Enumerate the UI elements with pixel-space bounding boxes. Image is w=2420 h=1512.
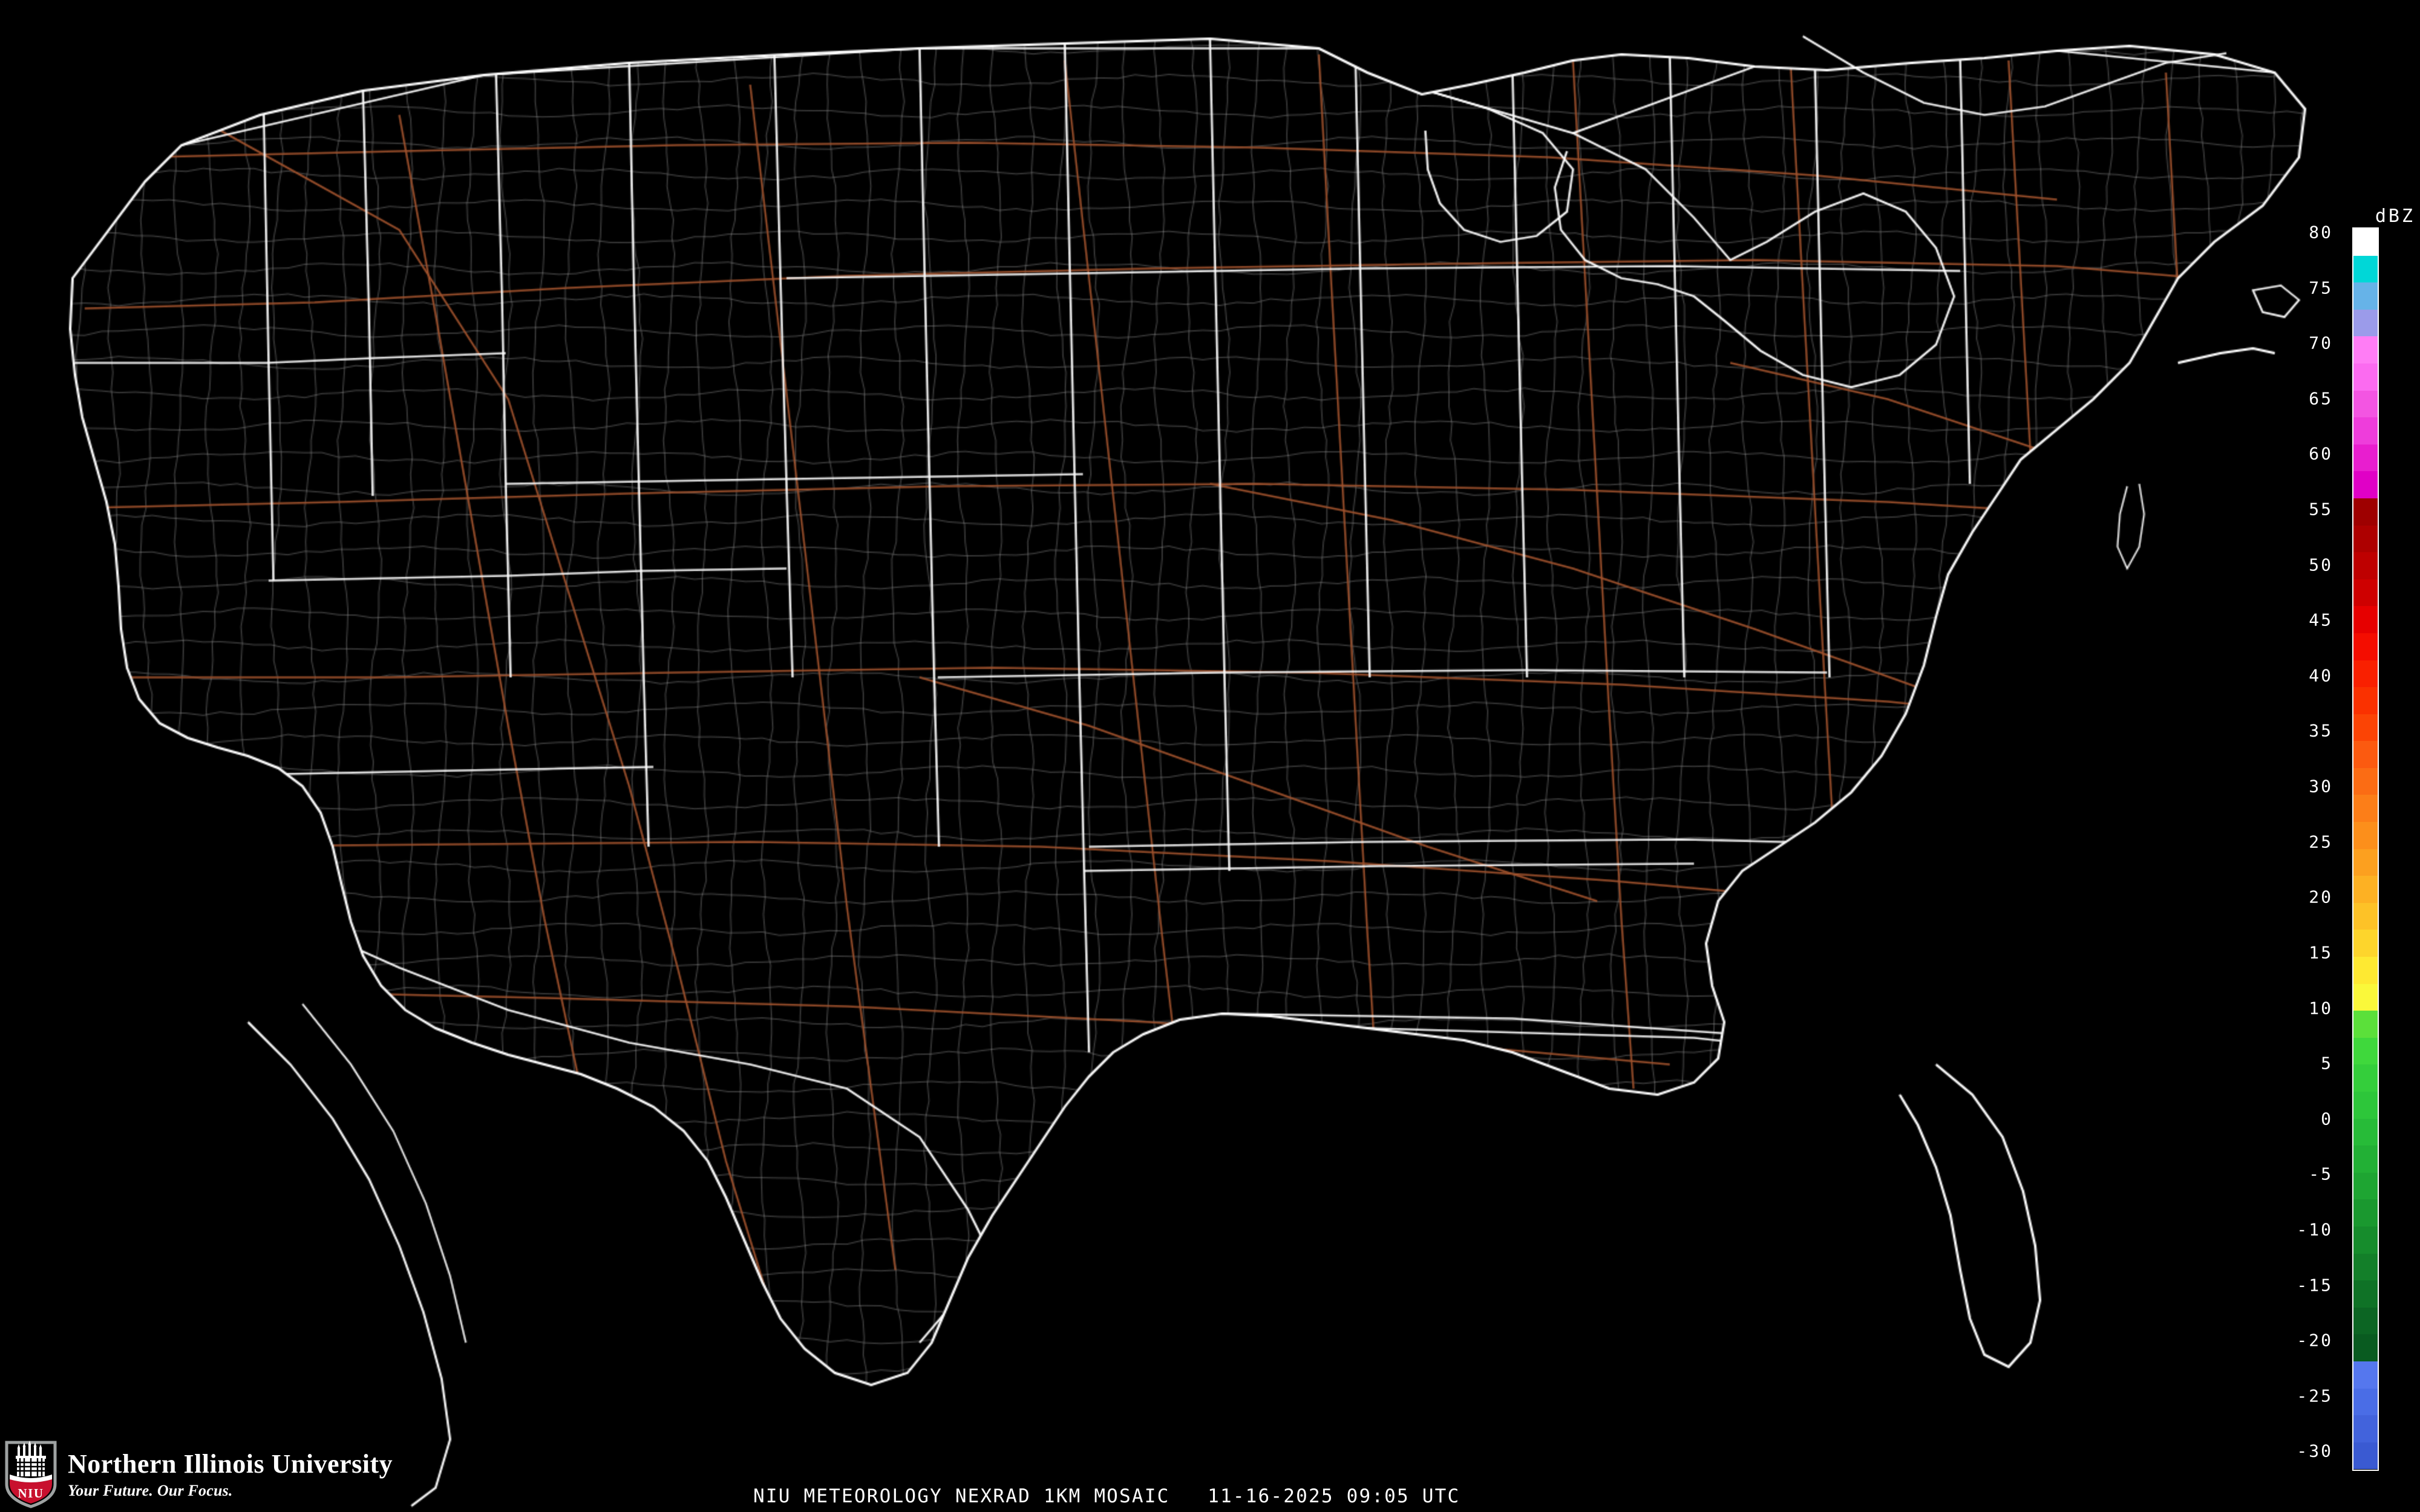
colorbar-band [2353,1011,2378,1038]
colorbar-band [2353,1037,2378,1065]
colorbar-band [2353,1092,2378,1119]
colorbar-tick: -5 [2309,1164,2333,1184]
colorbar-band [2353,767,2378,795]
colorbar-tick: -25 [2297,1386,2333,1406]
colorbar-band [2353,606,2378,633]
colorbar-band [2353,741,2378,768]
colorbar-band [2353,255,2378,283]
colorbar-band [2353,795,2378,823]
colorbar-band [2353,1172,2378,1200]
colorbar-band [2353,714,2378,741]
colorbar-tick: 25 [2309,832,2333,852]
colorbar-tick: 75 [2309,278,2333,298]
colorbar-tick: -20 [2297,1330,2333,1351]
colorbar-band [2353,282,2378,310]
colorbar-band [2353,363,2378,391]
colorbar-tick: 80 [2309,222,2333,243]
colorbar-band [2353,849,2378,876]
colorbar-tick: 5 [2321,1053,2333,1074]
colorbar-band [2353,1253,2378,1281]
colorbar-band [2353,902,2378,930]
colorbar-tick: 30 [2309,776,2333,797]
colorbar-tick: 45 [2309,610,2333,630]
colorbar-band [2353,687,2378,714]
colorbar-panel: dBZ 80 75 70 65 60 55 50 45 40 35 30 25 20 15 10 5 0 -5 -1… [2297,0,2420,1512]
colorbar-band [2353,983,2378,1011]
colorbar-tick: 20 [2309,887,2333,907]
colorbar-tick: 70 [2309,333,2333,353]
radar-map[interactable] [0,0,2335,1512]
colorbar-tick: -30 [2297,1441,2333,1461]
colorbar-tick: 35 [2309,720,2333,741]
colorbar-band [2353,1280,2378,1308]
colorbar-band [2353,822,2378,849]
colorbar-band [2353,1118,2378,1146]
colorbar-band [2353,390,2378,418]
colorbar-tick: -15 [2297,1275,2333,1295]
colorbar-tick: 50 [2309,555,2333,575]
colorbar-band [2353,1415,2378,1442]
colorbar-band [2353,1307,2378,1335]
colorbar-tick: 65 [2309,388,2333,409]
colorbar-band [2353,579,2378,607]
colorbar-tick: 0 [2321,1109,2333,1129]
colorbar-tick: 15 [2309,942,2333,963]
colorbar-band [2353,1442,2378,1470]
colorbar-band [2353,471,2378,498]
colorbar-band [2353,1334,2378,1361]
colorbar-band [2353,1199,2378,1227]
colorbar-band [2353,633,2378,660]
colorbar-band [2353,1226,2378,1254]
colorbar-band [2353,660,2378,688]
colorbar-tick: 60 [2309,443,2333,464]
colorbar-band [2353,1064,2378,1092]
colorbar-band [2353,336,2378,363]
colorbar-band [2353,957,2378,984]
colorbar-band [2353,498,2378,526]
colorbar-band [2353,309,2378,337]
colorbar-tick: -10 [2297,1219,2333,1240]
colorbar-tick: 55 [2309,499,2333,520]
colorbar-band [2353,930,2378,957]
colorbar-title: dBZ [2375,206,2415,227]
colorbar-tick: 10 [2309,998,2333,1018]
colorbar-band [2353,552,2378,579]
colorbar-band [2353,1388,2378,1416]
colorbar-band [2353,1361,2378,1389]
colorbar-tick: 40 [2309,665,2333,686]
colorbar-tick-labels: 80 75 70 65 60 55 50 45 40 35 30 25 20 15 10 5 0 -5 -10 -15… [2261,223,2333,1471]
colorbar-band [2353,229,2378,256]
colorbar-strip [2352,227,2379,1471]
geography-overlay-layer [0,0,2335,1512]
colorbar-band [2353,417,2378,445]
colorbar-band [2353,876,2378,903]
colorbar-band [2353,525,2378,553]
colorbar-band [2353,444,2378,472]
colorbar-band [2353,1145,2378,1173]
